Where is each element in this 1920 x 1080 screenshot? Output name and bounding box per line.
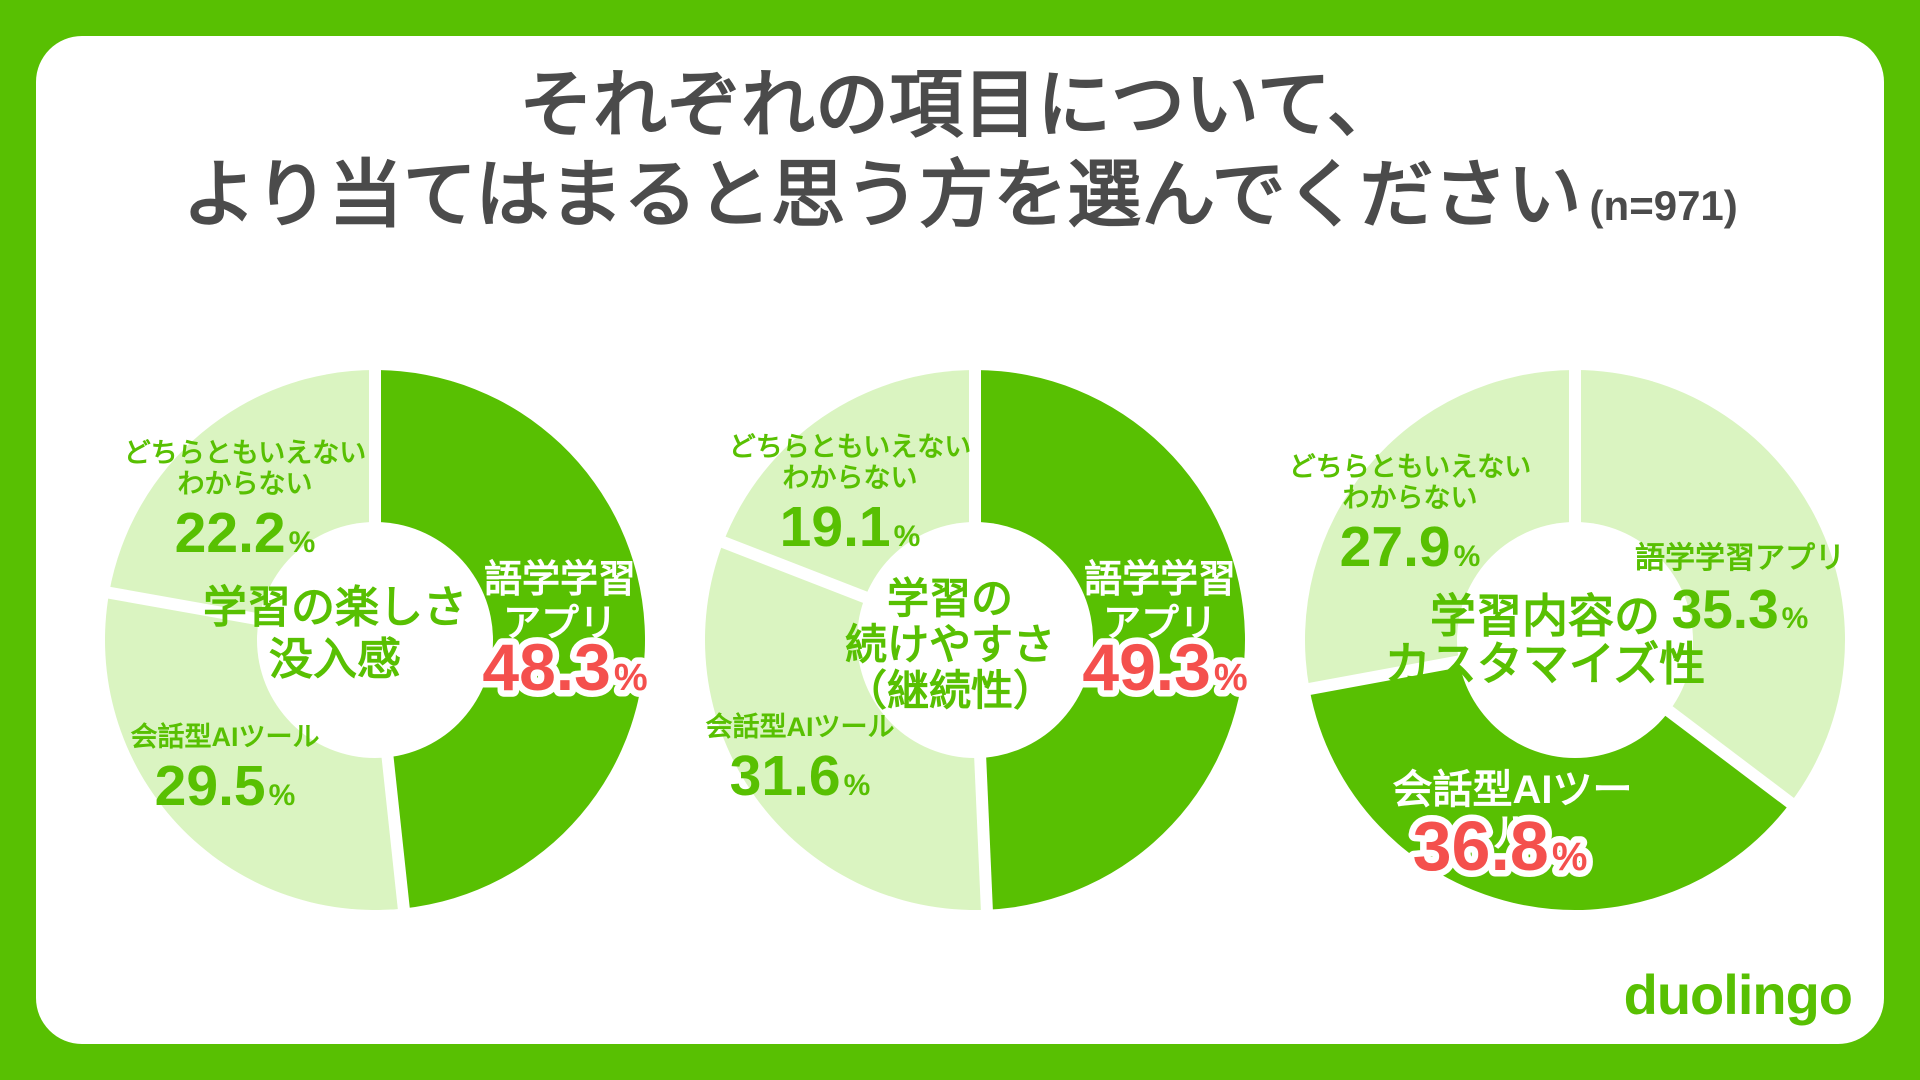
segment-value: 31.6% [670, 746, 930, 816]
segment-value: 27.9% [1280, 517, 1540, 587]
value-number: 22.2 [174, 501, 286, 565]
segment-label-text: どちらともいえない [1288, 452, 1532, 482]
segment-label-text: わからない [1342, 483, 1478, 513]
segment-label-text: 語学学習 [1083, 559, 1236, 601]
segment-label-text: どちらともいえない [123, 438, 367, 468]
svg-text:49.3%: 49.3% [1082, 630, 1247, 704]
percent-sign: % [1552, 835, 1588, 879]
value-number: 35.3 [1671, 578, 1779, 640]
percent-sign: % [1214, 657, 1248, 699]
segment-label-app-2: 語学学習 アプリ [1045, 558, 1275, 646]
segment-label-text: どちらともいえない [728, 432, 972, 462]
segment-label-ai-1: 会話型AIツール 29.5% [95, 722, 355, 826]
segment-label-text: 会話型AIツール [1392, 768, 1633, 856]
donut-svg-2 [705, 368, 1245, 913]
donut-chart-customization: どちらともいえない わからない 27.9% 語学学習アプリ 35.3% 会話型A… [1289, 360, 1855, 920]
donut-chart-continuity: どちらともいえない わからない 19.1% 会話型AIツール 31.6% 語学学… [695, 360, 1255, 920]
value-number: 49.3 [1082, 630, 1210, 704]
chart-center-label-3: 学習内容の カスタマイズ性 [1310, 592, 1780, 688]
segment-label-text: 会話型AIツール [130, 722, 320, 752]
percent-sign: % [843, 769, 871, 802]
donut-segment [1309, 640, 1791, 910]
segment-value: 35.3% [1625, 579, 1855, 649]
center-label-line: 続けやすさ [844, 621, 1055, 668]
value-number: 48.3 [482, 630, 610, 704]
segment-label-app-3: 語学学習アプリ 35.3% [1625, 542, 1855, 649]
donut-chart-fun-immersion: どちらともいえない わからない 22.2% 会話型AIツール 29.5% 語学学… [95, 360, 655, 920]
donut-segment [375, 370, 646, 909]
percent-sign: % [268, 779, 296, 812]
svg-text:36.8%: 36.8% [1413, 807, 1588, 885]
donut-segment [975, 370, 1245, 910]
percent-sign: % [1781, 602, 1809, 635]
highlight-value-1: 48.3% [476, 628, 654, 710]
page-title-line2: より当てはまると思う方を選んでください (n=971) [0, 150, 1920, 251]
center-label-line: 学習内容の [1430, 590, 1660, 642]
percent-sign: % [1453, 540, 1481, 573]
segment-label-text: 語学学習 [483, 559, 636, 601]
segment-label-neither-2: どちらともいえない わからない 19.1% [715, 432, 985, 567]
donut-segment [1575, 370, 1845, 803]
segment-value: 22.2% [110, 503, 380, 573]
center-label-line: 学習の楽しさ [203, 583, 467, 632]
donut-hole [857, 522, 1093, 758]
value-number: 19.1 [779, 495, 891, 559]
segment-label-text: 会話型AIツール [705, 712, 895, 742]
percent-sign: % [893, 520, 921, 553]
value-number: 29.5 [154, 754, 266, 818]
segment-label-ai-2: 会話型AIツール 31.6% [670, 712, 930, 816]
segment-label-text: 語学学習アプリ [1635, 542, 1845, 575]
segment-value: 29.5% [95, 756, 355, 826]
donut-hole [257, 522, 493, 758]
segment-label-text: わからない [177, 469, 313, 499]
percent-sign: % [614, 657, 648, 699]
page-title-line1: それぞれの項目について、 [518, 63, 1402, 146]
segment-label-text: アプリ [1102, 603, 1217, 645]
value-number: 31.6 [729, 744, 841, 808]
value-number: 36.8 [1413, 807, 1549, 885]
center-label-line: 学習の [886, 575, 1013, 622]
segment-label-text: わからない [782, 463, 918, 493]
percent-sign: % [288, 526, 316, 559]
segment-label-app-1: 語学学習 アプリ [445, 558, 675, 646]
segment-label-text: アプリ [502, 603, 617, 645]
duolingo-logo: duolingo [1623, 963, 1853, 1026]
svg-text:48.3%: 48.3% [482, 630, 647, 704]
page-title-line2-text: より当てはまると思う方を選んでください [182, 153, 1582, 236]
chart-center-label-1: 学習の楽しさ 没入感 [125, 582, 545, 686]
highlight-value-2: 49.3% [1076, 628, 1254, 710]
segment-label-ai-3: 会話型AIツール [1390, 768, 1635, 856]
segment-label-neither-1: どちらともいえない わからない 22.2% [110, 438, 380, 573]
page-title: それぞれの項目について、 より当てはまると思う方を選んでください (n=971) [0, 60, 1920, 251]
segment-value: 19.1% [715, 497, 985, 567]
sample-size: (n=971) [1589, 182, 1738, 229]
donut-svg-1 [105, 368, 646, 912]
segment-label-neither-3: どちらともいえない わからない 27.9% [1280, 452, 1540, 587]
center-label-line: カスタマイズ性 [1384, 638, 1706, 690]
chart-center-label-2: 学習の 続けやすさ （継続性） [725, 576, 1175, 714]
value-number: 27.9 [1339, 515, 1451, 579]
highlight-value-3: 36.8% [1406, 806, 1594, 890]
center-label-line: 没入感 [269, 635, 401, 684]
donut-hole [1457, 522, 1693, 758]
donut-svg-3 [1305, 368, 1845, 910]
center-label-line: （継続性） [844, 667, 1055, 714]
